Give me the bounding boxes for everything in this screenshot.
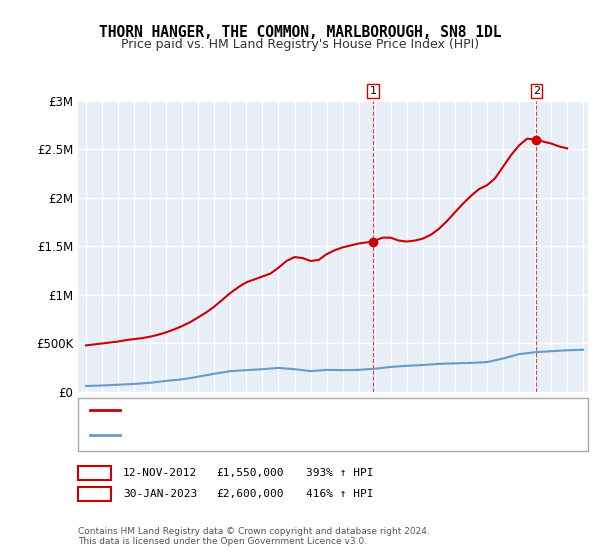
Text: 416% ↑ HPI: 416% ↑ HPI — [306, 489, 373, 499]
Text: THORN HANGER, THE COMMON, MARLBOROUGH, SN8 1DL (detached house): THORN HANGER, THE COMMON, MARLBOROUGH, S… — [126, 405, 526, 416]
Text: 30-JAN-2023: 30-JAN-2023 — [123, 489, 197, 499]
Text: Price paid vs. HM Land Registry's House Price Index (HPI): Price paid vs. HM Land Registry's House … — [121, 38, 479, 51]
Text: HPI: Average price, detached house, Wiltshire: HPI: Average price, detached house, Wilt… — [126, 430, 365, 440]
Text: 12-NOV-2012: 12-NOV-2012 — [123, 468, 197, 478]
Text: 2: 2 — [533, 86, 540, 96]
Text: £1,550,000: £1,550,000 — [216, 468, 284, 478]
Text: THORN HANGER, THE COMMON, MARLBOROUGH, SN8 1DL: THORN HANGER, THE COMMON, MARLBOROUGH, S… — [99, 25, 501, 40]
Text: Contains HM Land Registry data © Crown copyright and database right 2024.
This d: Contains HM Land Registry data © Crown c… — [78, 526, 430, 546]
Text: 2: 2 — [91, 487, 98, 501]
Text: 1: 1 — [370, 86, 377, 96]
Text: £2,600,000: £2,600,000 — [216, 489, 284, 499]
Text: 393% ↑ HPI: 393% ↑ HPI — [306, 468, 373, 478]
Text: 1: 1 — [91, 466, 98, 480]
